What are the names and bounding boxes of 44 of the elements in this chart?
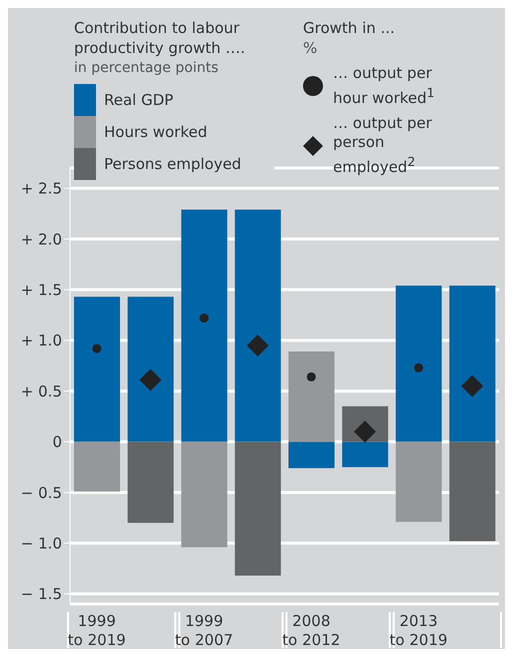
chart-title: Contribution to labour productivity growth …. <box>74 18 246 58</box>
x-tick-label: 2013 to 2019 <box>390 612 448 649</box>
bar <box>234 442 281 576</box>
point <box>92 344 102 353</box>
bar <box>181 210 228 442</box>
bar <box>288 352 334 442</box>
bar <box>128 442 174 523</box>
point <box>139 368 162 391</box>
chart-subtitle: in percentage points <box>74 59 220 78</box>
y-tick-label: 0 <box>52 433 62 452</box>
bar <box>234 210 281 442</box>
legend-label: … output per hour worked$^{1}$ <box>333 64 436 108</box>
point <box>461 375 484 397</box>
point <box>306 372 316 382</box>
legend-label: Hours worked <box>104 123 208 141</box>
y-tick-label: + 1.5 <box>20 281 62 299</box>
bar <box>288 442 334 468</box>
bar <box>396 286 442 442</box>
y-tick-label: − 0.5 <box>20 484 62 502</box>
legend-label: Real GDP <box>104 91 174 109</box>
y-tick-label: + 2.5 <box>20 180 62 198</box>
point <box>200 314 209 323</box>
bar <box>74 296 120 442</box>
x-tick-label: 2008 to 2012 <box>282 612 340 649</box>
bar <box>449 286 496 442</box>
text: % <box>303 38 318 58</box>
bar <box>396 442 442 522</box>
x-tick-label: 1999 to 2007 <box>175 612 234 649</box>
legend-label: … output per person employed$^{2}$ <box>333 114 433 177</box>
x-tick-label: 1999 to 2019 <box>68 612 126 649</box>
point <box>414 363 424 372</box>
bar <box>449 442 496 542</box>
y-tick-label: + 2.0 <box>20 230 62 248</box>
bar <box>181 442 228 548</box>
bar <box>128 296 174 442</box>
y-tick-label: + 1.0 <box>20 332 62 350</box>
bar <box>74 442 120 492</box>
point <box>246 334 269 356</box>
text: Growth in ... <box>303 18 396 38</box>
y-tick-label: − 1.5 <box>20 585 62 604</box>
legend-label: Persons employed <box>104 155 242 173</box>
y-tick-label: + 0.5 <box>20 382 62 400</box>
bar <box>342 442 388 468</box>
y-tick-label: − 1.0 <box>20 534 62 552</box>
